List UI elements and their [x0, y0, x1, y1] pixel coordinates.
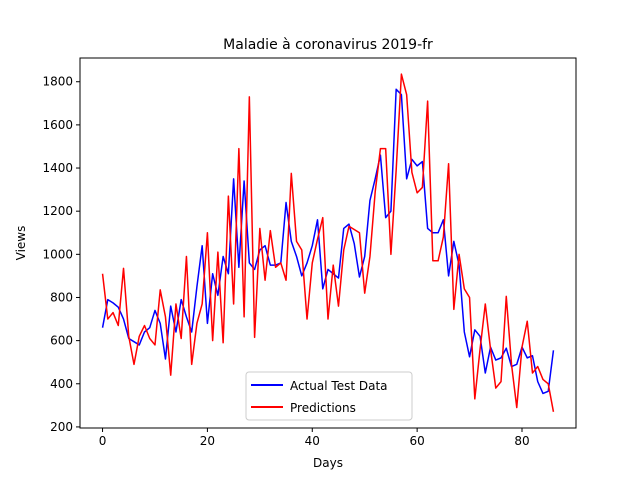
series-layer	[101, 73, 555, 412]
y-tick-label: 400	[50, 377, 73, 391]
y-tick-label: 1600	[42, 118, 73, 132]
y-tick-label: 1400	[42, 161, 73, 175]
series-line-actual	[101, 88, 555, 395]
x-tick-label: 60	[409, 434, 424, 448]
x-axis-label: Days	[313, 456, 343, 470]
x-tick-label: 40	[305, 434, 320, 448]
y-tick-label: 1200	[42, 204, 73, 218]
x-tick-label: 0	[99, 434, 107, 448]
legend: Actual Test Data Predictions	[245, 371, 413, 421]
chart-title: Maladie à coronavirus 2019-fr	[223, 37, 433, 53]
y-tick-label: 1000	[42, 247, 73, 261]
series-line-predictions	[101, 73, 555, 412]
x-tick-label: 80	[514, 434, 529, 448]
legend-box	[245, 371, 413, 421]
y-tick-label: 600	[50, 334, 73, 348]
y-axis-label: Views	[14, 226, 28, 261]
legend-label-predictions: Predictions	[290, 401, 356, 415]
y-tick-label: 200	[50, 420, 73, 434]
ticks-layer: 0 20 40 60 80 200 400 600 800 1000 1200 1400 1600 180…	[42, 75, 529, 448]
y-tick-label: 800	[50, 290, 73, 304]
legend-label-actual: Actual Test Data	[290, 379, 388, 393]
x-tick-label: 20	[200, 434, 215, 448]
plot-frame	[79, 57, 577, 429]
y-tick-label: 1800	[42, 75, 73, 89]
